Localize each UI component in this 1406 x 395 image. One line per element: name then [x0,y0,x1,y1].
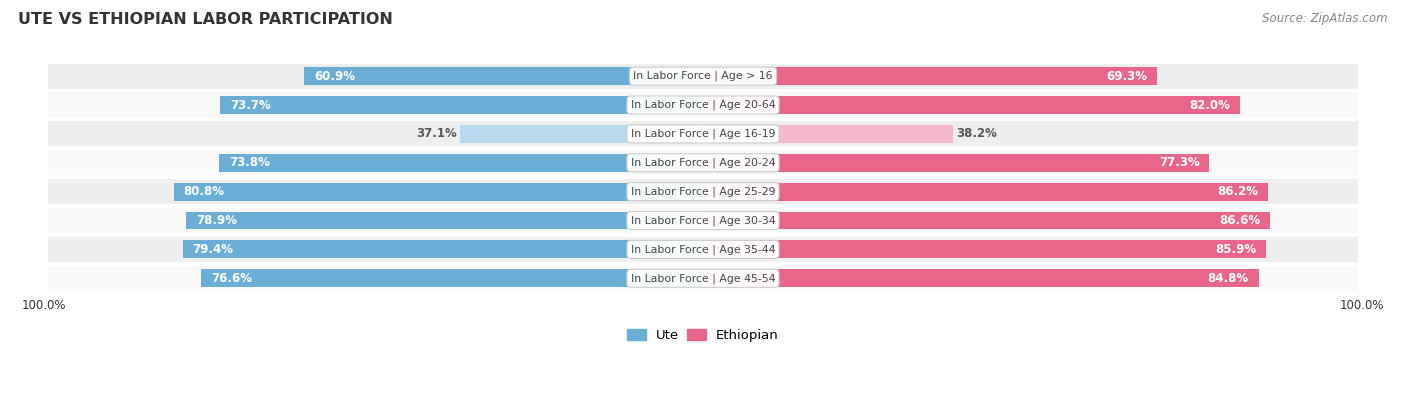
Text: In Labor Force | Age 35-44: In Labor Force | Age 35-44 [631,244,775,255]
Text: 86.6%: 86.6% [1219,214,1261,227]
Text: 37.1%: 37.1% [416,128,457,140]
Bar [703,241,1265,258]
Text: 38.2%: 38.2% [956,128,997,140]
Bar [703,125,953,143]
Text: 60.9%: 60.9% [314,70,354,83]
Text: 76.6%: 76.6% [211,272,252,285]
Bar [48,121,1358,147]
Text: In Labor Force | Age 16-19: In Labor Force | Age 16-19 [631,129,775,139]
Text: 79.4%: 79.4% [193,243,233,256]
Text: In Labor Force | Age 45-54: In Labor Force | Age 45-54 [631,273,775,284]
Bar [48,266,1358,291]
Bar [48,92,1358,118]
Bar [221,96,703,114]
Bar [703,212,1271,229]
Text: In Labor Force | Age 25-29: In Labor Force | Age 25-29 [631,186,775,197]
Text: In Labor Force | Age 20-64: In Labor Force | Age 20-64 [631,100,775,110]
Bar [703,269,1258,287]
Text: 85.9%: 85.9% [1215,243,1256,256]
Text: Source: ZipAtlas.com: Source: ZipAtlas.com [1263,12,1388,25]
Bar [183,241,703,258]
Bar [48,150,1358,175]
Bar [460,125,703,143]
Text: 78.9%: 78.9% [195,214,236,227]
Text: 84.8%: 84.8% [1208,272,1249,285]
Bar [304,67,703,85]
Text: 77.3%: 77.3% [1159,156,1199,169]
Bar [219,154,703,172]
Text: 73.8%: 73.8% [229,156,270,169]
Bar [48,208,1358,233]
Bar [703,154,1209,172]
Text: 100.0%: 100.0% [21,299,66,312]
Text: 73.7%: 73.7% [231,98,271,111]
Bar [173,183,703,201]
Bar [186,212,703,229]
Bar [48,64,1358,89]
Text: In Labor Force | Age 20-24: In Labor Force | Age 20-24 [631,158,775,168]
Text: 86.2%: 86.2% [1218,185,1258,198]
Text: In Labor Force | Age > 16: In Labor Force | Age > 16 [633,71,773,81]
Bar [703,183,1268,201]
Legend: Ute, Ethiopian: Ute, Ethiopian [621,324,785,347]
Bar [48,179,1358,204]
Text: UTE VS ETHIOPIAN LABOR PARTICIPATION: UTE VS ETHIOPIAN LABOR PARTICIPATION [18,12,394,27]
Text: 80.8%: 80.8% [183,185,225,198]
Text: 69.3%: 69.3% [1107,70,1147,83]
Bar [703,96,1240,114]
Bar [201,269,703,287]
Text: In Labor Force | Age 30-34: In Labor Force | Age 30-34 [631,215,775,226]
Bar [48,237,1358,262]
Text: 82.0%: 82.0% [1189,98,1230,111]
Bar [703,67,1157,85]
Text: 100.0%: 100.0% [1340,299,1385,312]
